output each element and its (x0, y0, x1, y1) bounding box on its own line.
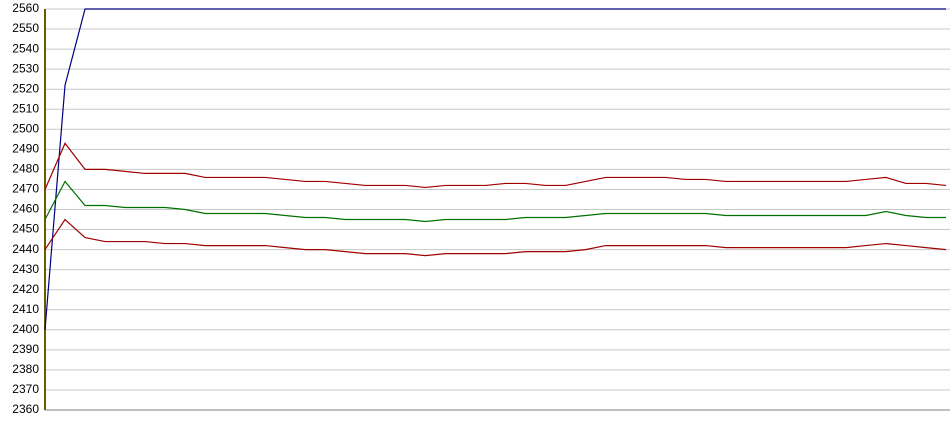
y-tick-label: 2530 (12, 61, 39, 75)
y-tick-label: 2440 (12, 242, 39, 256)
series-line (44, 218, 947, 257)
y-tick-label: 2360 (12, 402, 39, 416)
y-tick-label: 2470 (12, 182, 39, 196)
y-tick-label: 2410 (12, 302, 39, 316)
y-tick-label: 2430 (12, 262, 39, 276)
y-tick-label: 2380 (12, 362, 39, 376)
y-tick-label: 2390 (12, 342, 39, 356)
y-tick-label: 2490 (12, 142, 39, 156)
y-tick-label: 2550 (12, 21, 39, 35)
series-line (44, 180, 946, 223)
y-tick-label: 2500 (12, 121, 39, 135)
y-tick-label: 2510 (12, 101, 39, 115)
y-tick-label: 2370 (12, 382, 39, 396)
y-tick-label: 2400 (12, 322, 39, 336)
y-tick-label: 2450 (12, 222, 39, 236)
series-line (44, 8, 946, 330)
y-tick-label: 2540 (12, 41, 39, 55)
series-line (44, 142, 947, 190)
y-tick-label: 2560 (12, 1, 39, 15)
y-tick-label: 2520 (12, 81, 39, 95)
y-tick-label: 2480 (12, 162, 39, 176)
y-tick-label: 2460 (12, 202, 39, 216)
y-tick-label: 2420 (12, 282, 39, 296)
